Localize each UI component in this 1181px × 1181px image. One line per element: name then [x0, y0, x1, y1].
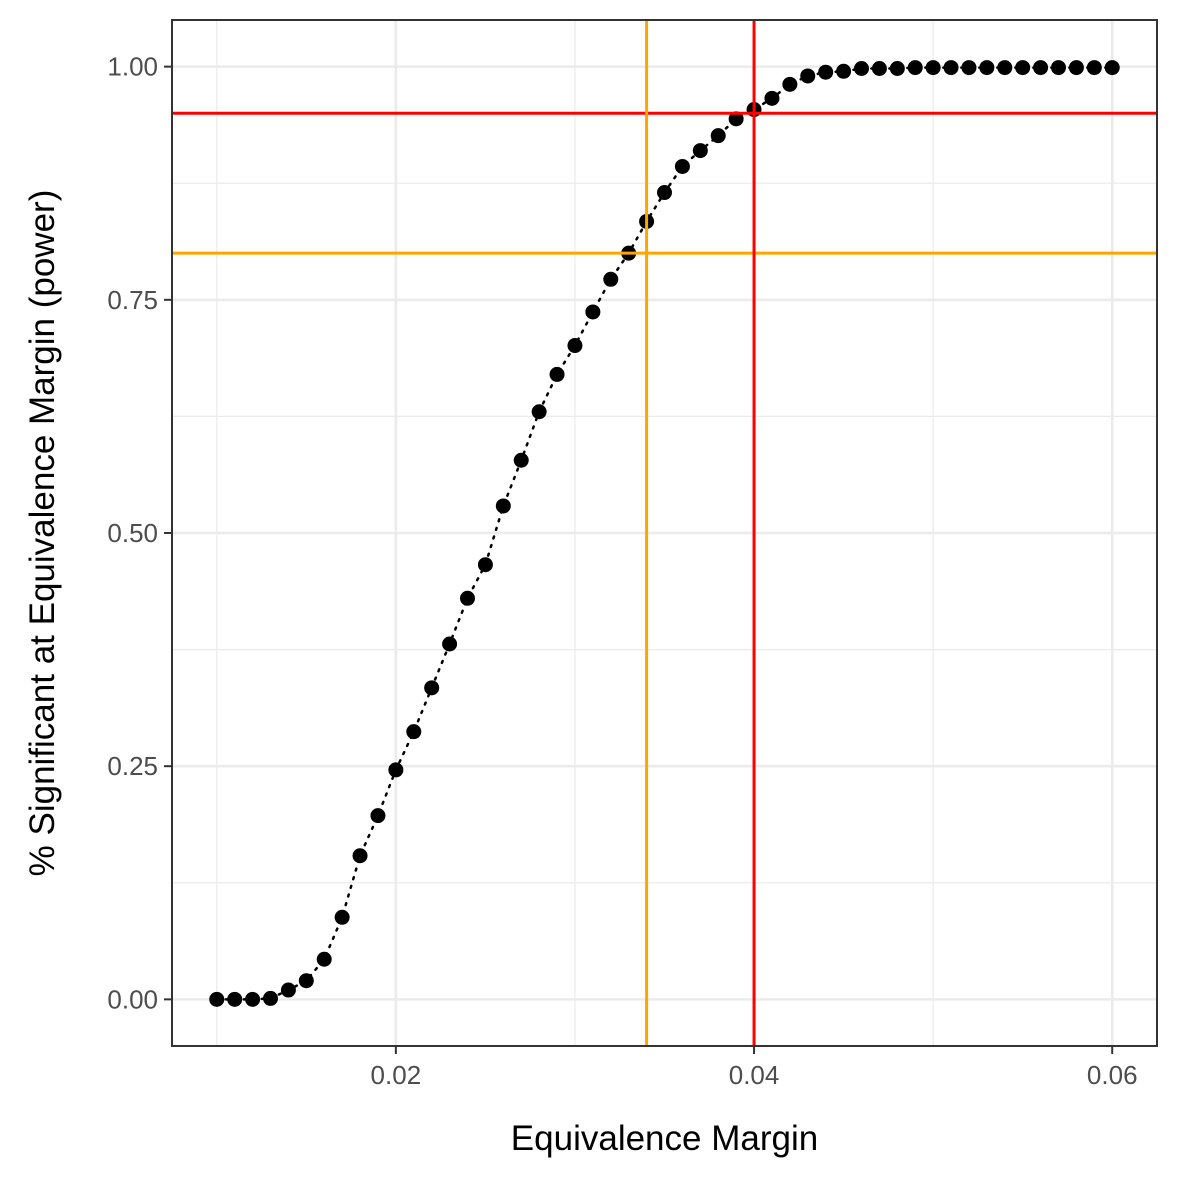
- y-tick-label: 0.00: [107, 984, 158, 1014]
- series-layer: [209, 60, 1120, 1007]
- y-tick-label: 0.50: [107, 518, 158, 548]
- axes-layer: 0.02 0.04 0.06 0.00 0.25 0.50 0.75 1.00: [107, 52, 1137, 1090]
- data-point: [854, 61, 869, 77]
- y-tick-label: 0.25: [107, 751, 158, 781]
- data-point: [925, 60, 941, 76]
- data-point: [585, 304, 601, 320]
- data-point: [352, 848, 368, 864]
- data-point: [567, 338, 583, 354]
- data-point: [245, 991, 261, 1007]
- data-point: [477, 557, 493, 573]
- data-point: [728, 111, 744, 127]
- data-point: [603, 271, 619, 287]
- data-point: [657, 185, 672, 201]
- data-point: [280, 982, 296, 998]
- data-point: [961, 60, 977, 76]
- data-point: [1068, 60, 1084, 76]
- x-tick-label: 0.04: [729, 1060, 780, 1090]
- data-point: [1086, 60, 1102, 76]
- data-point: [227, 991, 243, 1007]
- data-point: [1033, 60, 1049, 76]
- x-tick-label: 0.02: [371, 1060, 422, 1090]
- data-point: [263, 990, 278, 1006]
- data-point: [836, 63, 852, 79]
- data-point: [674, 158, 690, 174]
- data-point: [442, 636, 458, 652]
- data-point: [764, 90, 780, 106]
- y-tick-label: 0.75: [107, 285, 158, 315]
- data-point: [1104, 60, 1120, 76]
- x-axis-title: Equivalence Margin: [511, 1119, 818, 1158]
- data-point: [692, 143, 708, 159]
- data-point: [782, 76, 798, 92]
- data-point: [1015, 60, 1031, 76]
- data-point: [889, 61, 905, 77]
- data-point: [495, 498, 511, 514]
- data-point: [388, 762, 404, 778]
- data-point: [209, 991, 225, 1007]
- data-point: [871, 61, 887, 77]
- data-point: [943, 60, 959, 76]
- y-tick-label: 1.00: [107, 52, 158, 82]
- data-point: [710, 128, 726, 144]
- data-point: [424, 680, 440, 696]
- data-point: [460, 590, 475, 606]
- data-point: [334, 909, 350, 925]
- y-axis-title: % Significant at Equivalence Margin (pow…: [23, 190, 62, 877]
- data-point: [979, 60, 995, 76]
- data-point: [513, 452, 529, 468]
- data-point: [800, 68, 816, 84]
- data-point: [406, 724, 422, 740]
- reference-lines: [172, 20, 1157, 1046]
- data-point: [907, 60, 923, 76]
- data-point: [298, 973, 314, 989]
- data-point: [316, 951, 332, 967]
- data-point: [1051, 60, 1066, 76]
- data-point: [370, 808, 386, 824]
- data-point: [997, 60, 1013, 76]
- data-point: [549, 366, 565, 382]
- data-point: [818, 64, 834, 80]
- x-tick-label: 0.06: [1087, 1060, 1138, 1090]
- grid-lines: [172, 20, 1157, 1046]
- data-point: [531, 404, 547, 420]
